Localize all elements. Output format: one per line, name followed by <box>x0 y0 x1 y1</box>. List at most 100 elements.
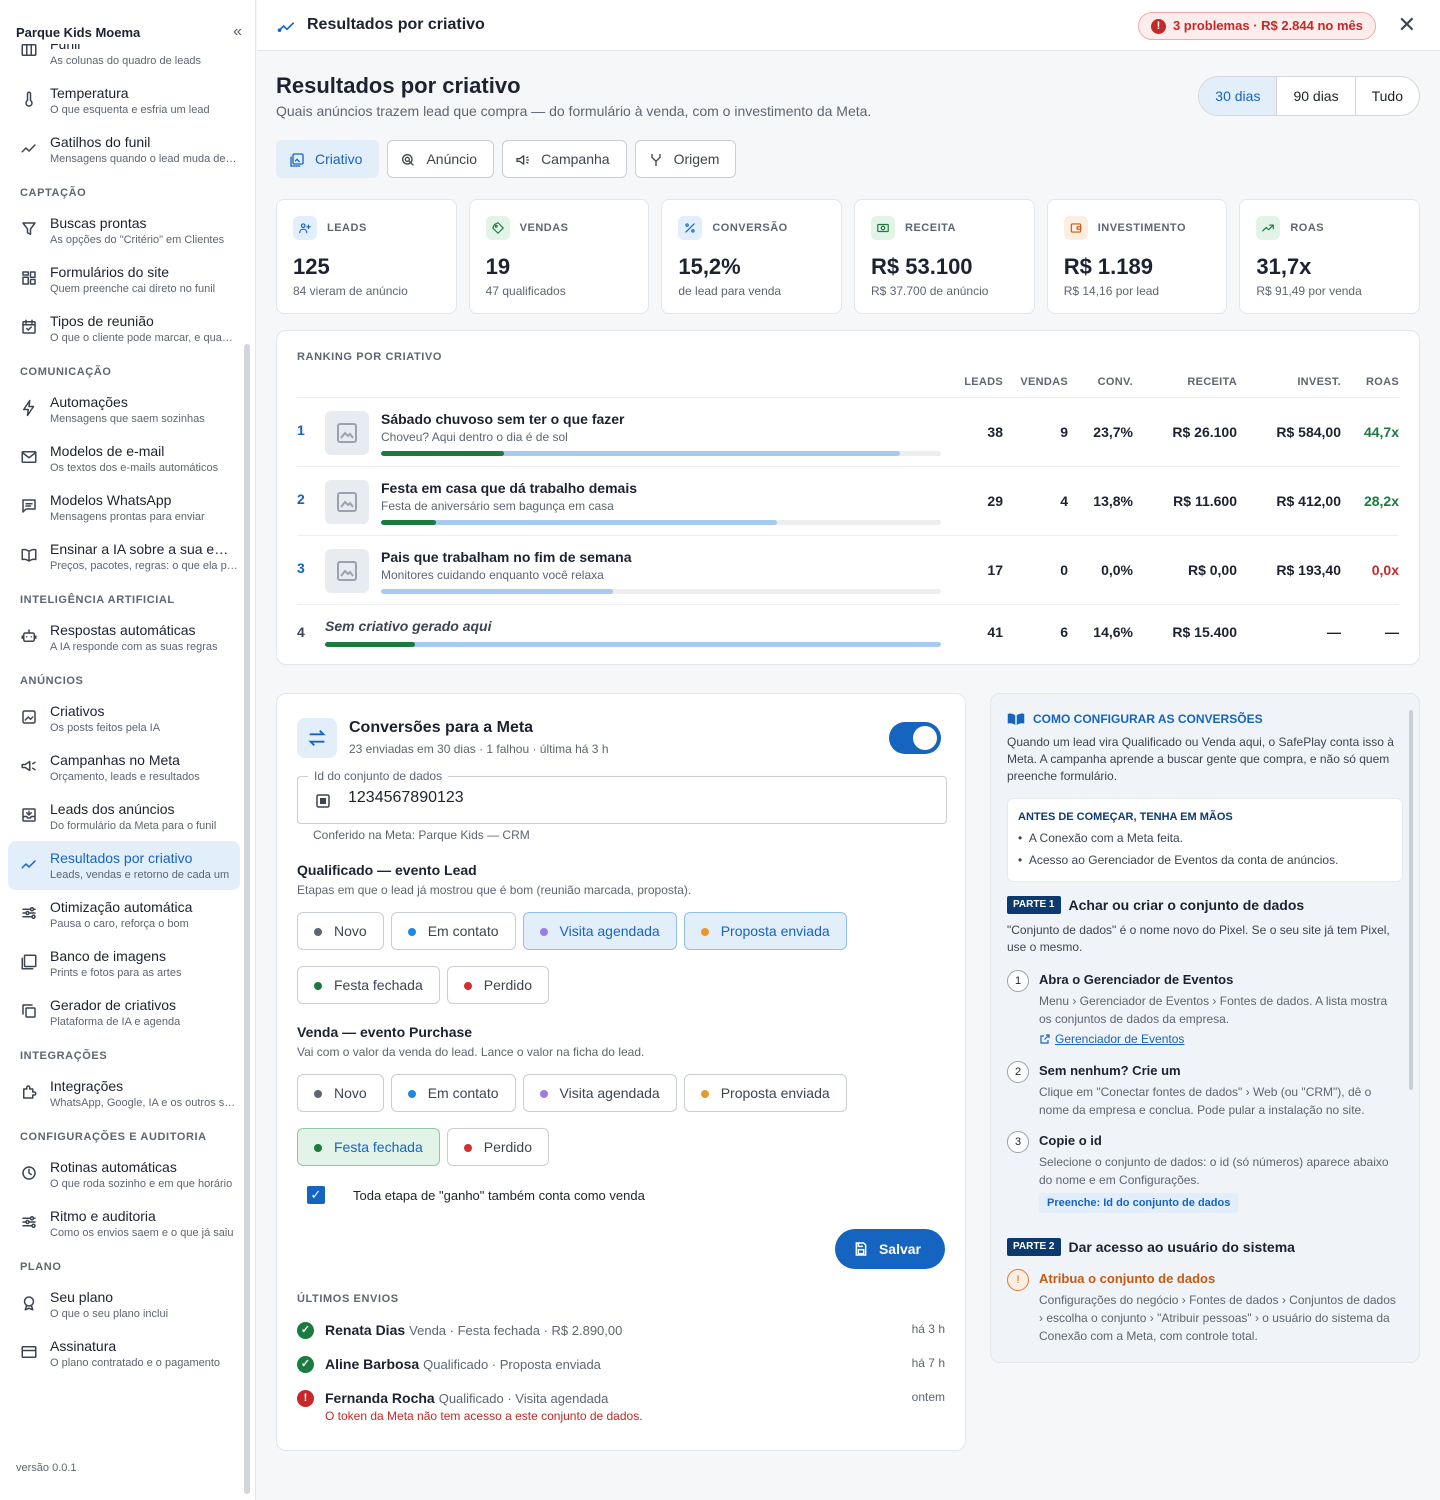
setup-guide: COMO CONFIGURAR AS CONVERSÕES Quando um … <box>990 693 1420 1363</box>
sidebar-item-ensinar-a-ia-sobre-a-sua-empresa[interactable]: Ensinar a IA sobre a sua empresa Preços, … <box>8 532 240 581</box>
sidebar-item-integracoes[interactable]: Integrações WhatsApp, Google, IA e os out… <box>8 1069 240 1118</box>
sidebar-item-label: Tipos de reunião <box>50 313 154 329</box>
tab-campanha[interactable]: Campanha <box>502 140 627 178</box>
stage-color-dot <box>314 1090 322 1098</box>
step-title: Sem nenhum? Crie um <box>1039 1063 1181 1078</box>
sidebar-item-campanhas-no-meta[interactable]: Campanhas no Meta Orçamento, leads e resu… <box>8 743 240 792</box>
cell-invest: R$ 584,00 <box>1276 424 1341 440</box>
sidebar-item-criativos[interactable]: Criativos Os posts feitos pela IA <box>8 694 240 743</box>
send-name: Fernanda Rocha Qualificado · Visita agend… <box>325 1390 609 1406</box>
grid-icon <box>316 794 330 808</box>
performance-bar <box>381 520 941 525</box>
stage-color-dot <box>314 928 322 936</box>
sidebar-item-tipos-de-reuniao[interactable]: Tipos de reunião O que o cliente pode mar… <box>8 304 240 353</box>
cell-leads: 17 <box>987 562 1003 578</box>
sale-chip-em-contato[interactable]: Em contato <box>390 1074 516 1112</box>
tab-anuncio[interactable]: Anúncio <box>387 140 495 178</box>
col-header-conv: CONV. <box>1097 376 1133 388</box>
sidebar-item-gatilhos-do-funil[interactable]: Gatilhos do funil Mensagens quando o lead… <box>8 125 240 174</box>
sale-stage-chips: Novo Em contato Visita agendada Proposta en… <box>297 1074 957 1166</box>
sidebar-item-banco-de-imagens[interactable]: Banco de imagens Prints e fotos para as a… <box>8 939 240 988</box>
stage-color-dot <box>314 1144 322 1152</box>
sidebar-item-seu-plano[interactable]: Seu plano O que o seu plano inclui <box>8 1280 240 1329</box>
period-90-days[interactable]: 90 dias <box>1276 77 1354 115</box>
part-1-tag: PARTE 1 <box>1007 896 1061 914</box>
kpi-subtitle: 47 qualificados <box>485 284 566 298</box>
sidebar-item-ritmo-e-auditoria[interactable]: Ritmo e auditoria Como os envios saem e o… <box>8 1199 240 1248</box>
send-row[interactable]: ! Fernanda Rocha Qualificado · Visita agen… <box>297 1390 945 1423</box>
sidebar-item-formularios-do-site[interactable]: Formulários do site Quem preenche cai dir… <box>8 255 240 304</box>
conversions-toggle[interactable] <box>889 722 941 754</box>
stage-color-dot <box>539 928 548 936</box>
qualified-chip-em-contato[interactable]: Em contato <box>390 912 516 950</box>
sidebar-item-respostas-automaticas[interactable]: Respostas automáticas A IA responde com a… <box>8 613 240 662</box>
part-2-header: PARTE 2 Dar acesso ao usuário do sistema <box>1007 1238 1295 1258</box>
dataset-id-input[interactable] <box>348 789 928 807</box>
sale-chip-perdido[interactable]: Perdido <box>446 1128 549 1166</box>
table-row[interactable]: 2 Festa em casa que dá trabalho demais Fes… <box>297 466 1399 535</box>
sidebar-item-label: Resultados por criativo <box>50 850 193 866</box>
send-detail: Qualificado · Visita agendada <box>438 1391 609 1406</box>
sale-chip-visita-agendada[interactable]: Visita agendada <box>522 1074 677 1112</box>
table-row[interactable]: 1 Sábado chuvoso sem ter o que fazer Chove… <box>297 397 1399 466</box>
sidebar-item-buscas-prontas[interactable]: Buscas prontas As opções do "Critério" em… <box>8 206 240 255</box>
gallery-icon <box>20 953 38 971</box>
tab-origem[interactable]: Origem <box>634 140 737 178</box>
cash-icon <box>871 216 896 240</box>
sidebar-item-resultados-por-criativo[interactable]: Resultados por criativo Leads, vendas e r… <box>8 841 240 890</box>
qualified-chip-novo[interactable]: Novo <box>297 912 384 950</box>
period-all[interactable]: Tudo <box>1354 77 1419 115</box>
kpi-value: 19 <box>485 254 511 279</box>
mail-icon <box>20 448 38 466</box>
send-row[interactable]: ✓ Aline Barbosa Qualificado · Proposta env… <box>297 1356 945 1386</box>
sidebar-item-leads-dos-anuncios[interactable]: Leads dos anúncios Do formulário da Meta … <box>8 792 240 841</box>
period-30-days[interactable]: 30 dias <box>1199 77 1277 115</box>
step-number: 2 <box>1007 1061 1029 1083</box>
creative-title: Pais que trabalham no fim de semana <box>381 549 632 565</box>
close-icon[interactable]: ✕ <box>1397 12 1416 37</box>
save-button[interactable]: Salvar <box>834 1229 945 1269</box>
problems-badge[interactable]: ! 3 problemas · R$ 2.844 no mês <box>1137 12 1376 40</box>
table-row[interactable]: 4 Sem criativo gerado aqui 41 6 14,6% R$ 15.4… <box>297 604 1399 664</box>
sidebar-scrollbar[interactable] <box>244 344 250 1494</box>
image-placeholder-icon <box>325 549 369 593</box>
stage-color-dot <box>407 1090 416 1098</box>
sidebar-item-description: Mensagens quando o lead muda de etapa <box>50 153 238 165</box>
send-row[interactable]: ✓ Renata Dias Venda · Festa fechada · R$ 2… <box>297 1322 945 1352</box>
last-sends-title: ÚLTIMOS ENVIOS <box>297 1293 399 1305</box>
sale-chip-novo[interactable]: Novo <box>297 1074 384 1112</box>
sidebar-item-label: Modelos de e-mail <box>50 443 165 459</box>
dataset-id-label: Id do conjunto de dados <box>308 769 449 783</box>
collapse-sidebar-icon[interactable]: « <box>233 23 242 40</box>
sidebar-item-description: O que o seu plano inclui <box>50 1308 169 1320</box>
guide-scrollbar[interactable] <box>1409 710 1413 1090</box>
card-icon <box>20 1343 38 1361</box>
sidebar-item-label: Seu plano <box>50 1289 114 1305</box>
sidebar-item-temperatura[interactable]: Temperatura O que esquenta e esfria um le… <box>8 76 240 125</box>
sidebar-item-label: Ensinar a IA sobre a sua empresa <box>50 541 238 557</box>
sidebar-item-funil[interactable]: Funil As colunas do quadro de leads <box>8 44 240 76</box>
sidebar-item-assinatura[interactable]: Assinatura O plano contratado e o pagamen… <box>8 1329 240 1378</box>
qualified-chip-perdido[interactable]: Perdido <box>446 966 549 1004</box>
trend-icon <box>20 855 38 873</box>
sidebar-item-modelos-whatsapp[interactable]: Modelos WhatsApp Mensagens prontas para e… <box>8 483 240 532</box>
ranking-card: RANKING POR CRIATIVO LEADS VENDAS CONV. … <box>276 330 1420 665</box>
tab-criativo[interactable]: Criativo <box>276 140 380 178</box>
sidebar-item-automacoes[interactable]: Automações Mensagens que saem sozinhas <box>8 385 240 434</box>
creative-title: Sábado chuvoso sem ter o que fazer <box>381 411 625 427</box>
image-placeholder-icon <box>325 411 369 455</box>
kpi-label: RECEITA <box>905 222 956 234</box>
sidebar-item-rotinas-automaticas[interactable]: Rotinas automáticas O que roda sozinho e … <box>8 1150 240 1199</box>
qualified-chip-proposta-enviada[interactable]: Proposta enviada <box>683 912 847 950</box>
sidebar-item-modelos-de-e-mail[interactable]: Modelos de e-mail Os textos dos e-mails a… <box>8 434 240 483</box>
events-manager-link[interactable]: Gerenciador de Eventos <box>1039 1032 1184 1046</box>
table-row[interactable]: 3 Pais que trabalham no fim de semana Moni… <box>297 535 1399 604</box>
won-counts-as-sale-checkbox[interactable]: ✓ <box>307 1186 325 1204</box>
qualified-chip-visita-agendada[interactable]: Visita agendada <box>522 912 677 950</box>
sidebar-item-gerador-de-criativos[interactable]: Gerador de criativos Plataforma de IA e a… <box>8 988 240 1037</box>
sidebar-item-otimizacao-automatica[interactable]: Otimização automática Pausa o caro, refor… <box>8 890 240 939</box>
col-header-leads: LEADS <box>964 376 1003 388</box>
sale-chip-proposta-enviada[interactable]: Proposta enviada <box>683 1074 847 1112</box>
sale-chip-festa-fechada[interactable]: Festa fechada <box>297 1128 440 1166</box>
qualified-chip-festa-fechada[interactable]: Festa fechada <box>297 966 440 1004</box>
